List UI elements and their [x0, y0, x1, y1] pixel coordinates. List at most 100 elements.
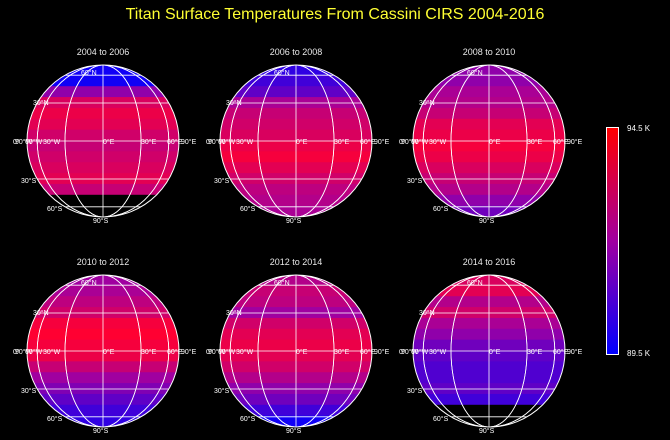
latitude-label: 60°N: [467, 69, 483, 77]
latitude-label: 30°N: [419, 99, 435, 107]
longitude-label: 60°W: [411, 348, 429, 356]
longitude-label: 60°W: [218, 138, 236, 146]
longitude-label: 60°E: [360, 138, 376, 146]
latitude-label: 90°S: [479, 427, 495, 435]
latitude-label: 60°S: [433, 205, 449, 213]
latitude-label: 60°N: [274, 69, 290, 77]
longitude-line: [257, 65, 335, 217]
latitude-label: 30°S: [214, 177, 230, 185]
longitude-line: [229, 65, 363, 217]
longitude-label: 30°W: [43, 348, 61, 356]
longitude-label: 90°W: [208, 348, 226, 356]
panel-label: 2010 to 2012: [77, 257, 130, 267]
panel-label: 2008 to 2010: [463, 47, 516, 57]
latitude-label: 60°N: [81, 279, 97, 287]
latitude-label: 90°S: [479, 217, 495, 225]
longitude-label: 60°W: [411, 138, 429, 146]
globe-panel: 2014 to 201660°N30°N0°30°S60°S90°S90°W60…: [399, 257, 583, 435]
latitude-label: 60°N: [274, 279, 290, 287]
globe-outline: [412, 274, 566, 428]
longitude-label: 0°E: [489, 348, 501, 356]
longitude-label: 90°E: [567, 348, 583, 356]
longitude-label: 90°W: [401, 138, 419, 146]
longitude-label: 90°W: [15, 138, 33, 146]
longitude-label: 30°W: [429, 138, 447, 146]
longitude-label: 90°E: [181, 348, 197, 356]
panel-label: 2004 to 2006: [77, 47, 130, 57]
latitude-label: 30°N: [226, 99, 242, 107]
longitude-line: [64, 65, 142, 217]
colorbar-min-label: 89.5 K: [627, 349, 651, 358]
globe-outline: [26, 274, 180, 428]
longitude-label: 60°W: [218, 348, 236, 356]
latitude-label: 30°S: [407, 177, 423, 185]
latitude-label: 60°S: [47, 415, 63, 423]
latitude-label: 90°S: [286, 427, 302, 435]
globe-panel: 2008 to 201060°N30°N0°30°S60°S90°S90°W60…: [399, 47, 583, 225]
longitude-label: 0°E: [296, 138, 308, 146]
longitude-label: 60°E: [553, 138, 569, 146]
latitude-label: 90°S: [93, 217, 109, 225]
longitude-label: 30°W: [236, 348, 254, 356]
latitude-label: 60°N: [467, 279, 483, 287]
panel-label: 2014 to 2016: [463, 257, 516, 267]
latitude-label: 0°: [399, 348, 406, 356]
longitude-label: 60°E: [167, 138, 183, 146]
longitude-label: 90°W: [401, 348, 419, 356]
temperature-colorbar: [606, 127, 619, 355]
longitude-label: 90°E: [374, 138, 390, 146]
panel-label: 2006 to 2008: [270, 47, 323, 57]
longitude-label: 30°E: [527, 138, 543, 146]
longitude-label: 30°W: [429, 348, 447, 356]
longitude-label: 0°E: [103, 138, 115, 146]
longitude-label: 0°E: [296, 348, 308, 356]
globe-panel: 2012 to 201460°N30°N0°30°S60°S90°S90°W60…: [206, 257, 390, 435]
latitude-label: 60°S: [240, 415, 256, 423]
longitude-label: 90°E: [181, 138, 197, 146]
globe-panel: 2010 to 201260°N30°N0°30°S60°S90°S90°W60…: [13, 257, 197, 435]
latitude-label: 60°N: [81, 69, 97, 77]
latitude-label: 0°: [13, 138, 20, 146]
longitude-label: 60°E: [553, 348, 569, 356]
longitude-label: 90°W: [15, 348, 33, 356]
globe-outline: [26, 64, 180, 218]
longitude-label: 30°E: [334, 348, 350, 356]
longitude-line: [450, 65, 528, 217]
latitude-label: 90°S: [286, 217, 302, 225]
globe-outline: [219, 64, 373, 218]
globe-panel: 2006 to 200860°N30°N0°30°S60°S90°S90°W60…: [206, 47, 390, 225]
latitude-label: 30°N: [226, 309, 242, 317]
longitude-label: 60°W: [25, 138, 43, 146]
longitude-label: 60°E: [360, 348, 376, 356]
longitude-label: 30°E: [527, 348, 543, 356]
longitude-line: [422, 275, 556, 427]
latitude-label: 30°N: [33, 309, 49, 317]
globe-outline: [412, 64, 566, 218]
longitude-line: [229, 275, 363, 427]
panel-label: 2012 to 2014: [270, 257, 323, 267]
longitude-label: 90°E: [374, 348, 390, 356]
longitude-label: 90°W: [208, 138, 226, 146]
latitude-label: 0°: [399, 138, 406, 146]
colorbar-max-label: 94.5 K: [627, 124, 651, 133]
globe-outline: [219, 274, 373, 428]
longitude-label: 30°W: [236, 138, 254, 146]
latitude-label: 30°S: [21, 387, 37, 395]
latitude-label: 30°N: [419, 309, 435, 317]
latitude-label: 60°S: [47, 205, 63, 213]
longitude-label: 0°E: [489, 138, 501, 146]
latitude-label: 30°S: [21, 177, 37, 185]
longitude-label: 60°W: [25, 348, 43, 356]
longitude-line: [36, 275, 170, 427]
latitude-label: 30°S: [214, 387, 230, 395]
page-title: Titan Surface Temperatures From Cassini …: [125, 6, 545, 23]
latitude-label: 30°S: [407, 387, 423, 395]
longitude-label: 30°E: [141, 348, 157, 356]
longitude-label: 0°E: [103, 348, 115, 356]
longitude-label: 30°W: [43, 138, 61, 146]
latitude-label: 90°S: [93, 427, 109, 435]
longitude-label: 90°E: [567, 138, 583, 146]
longitude-line: [257, 275, 335, 427]
longitude-label: 30°E: [334, 138, 350, 146]
